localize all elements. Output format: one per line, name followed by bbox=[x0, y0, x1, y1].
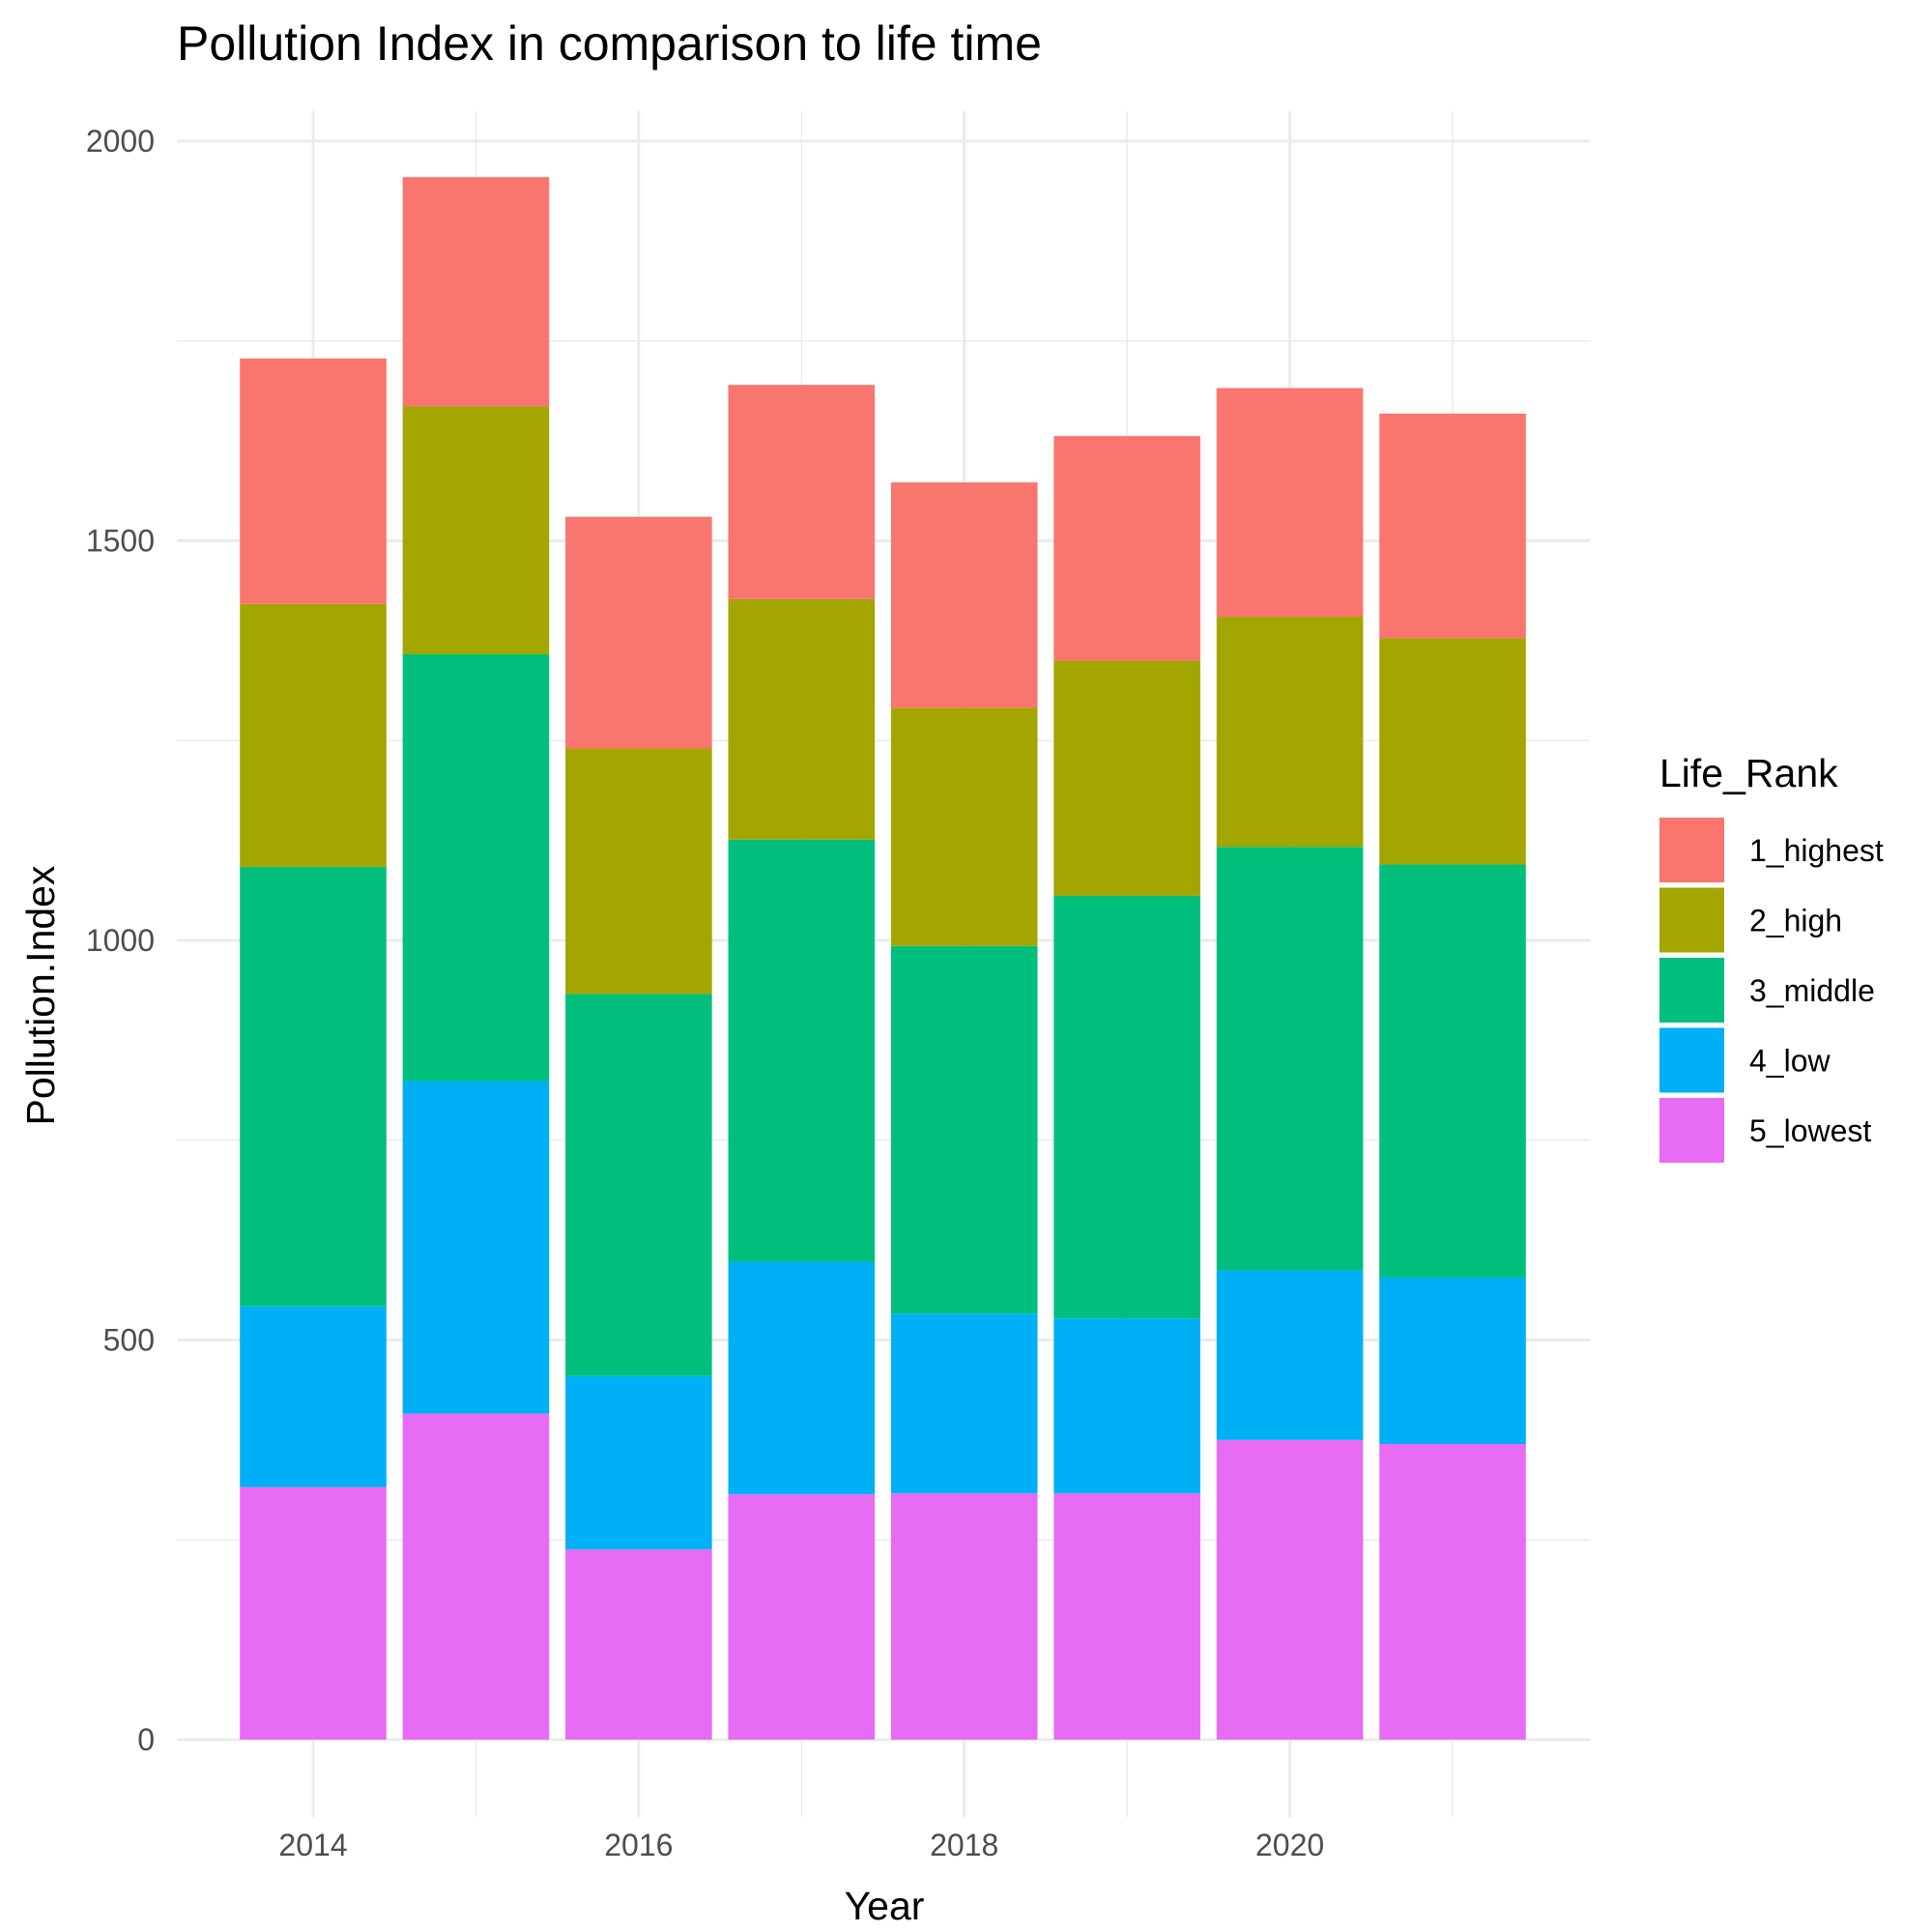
legend-key-2_high bbox=[1659, 887, 1724, 953]
bar-segment-1_highest-2014 bbox=[240, 358, 387, 604]
y-axis-title: Pollution.Index bbox=[18, 865, 63, 1125]
legend-label: 1_highest bbox=[1749, 833, 1884, 868]
bar-segment-2_high-2019 bbox=[1053, 660, 1200, 896]
grid bbox=[177, 111, 1590, 1817]
legend: Life_Rank 1_highest 2_high 3_middle 4_low 5_… bbox=[1659, 751, 1884, 1163]
chart-title: Pollution Index in comparison to life ti… bbox=[177, 16, 1042, 71]
bar-segment-5_lowest-2021 bbox=[1379, 1444, 1526, 1740]
legend-key-1_highest bbox=[1659, 818, 1724, 882]
x-axis-ticks: 2014 2016 2018 2020 bbox=[278, 1828, 1324, 1862]
bar-segment-2_high-2020 bbox=[1216, 617, 1364, 848]
bar-segment-5_lowest-2016 bbox=[565, 1549, 712, 1740]
y-tick-label: 0 bbox=[137, 1722, 155, 1757]
bar-segment-3_middle-2021 bbox=[1379, 864, 1526, 1278]
bar-segment-1_highest-2021 bbox=[1379, 414, 1526, 639]
legend-title: Life_Rank bbox=[1659, 751, 1838, 795]
bar-segment-5_lowest-2014 bbox=[240, 1486, 387, 1740]
bar-segment-1_highest-2019 bbox=[1053, 436, 1200, 661]
bar-segment-5_lowest-2015 bbox=[402, 1413, 550, 1740]
bar-segment-3_middle-2017 bbox=[728, 839, 876, 1262]
bar-segment-4_low-2020 bbox=[1216, 1270, 1364, 1440]
bars bbox=[240, 177, 1526, 1740]
bar-segment-3_middle-2014 bbox=[240, 866, 387, 1307]
bar-segment-3_middle-2016 bbox=[565, 994, 712, 1376]
bar-segment-2_high-2016 bbox=[565, 748, 712, 995]
bar-segment-1_highest-2018 bbox=[890, 482, 1038, 708]
bar-segment-1_highest-2015 bbox=[402, 177, 550, 407]
legend-label: 2_high bbox=[1749, 904, 1842, 938]
bar-segment-4_low-2021 bbox=[1379, 1277, 1526, 1445]
x-tick-label: 2016 bbox=[604, 1828, 673, 1862]
bar-segment-4_low-2015 bbox=[402, 1081, 550, 1414]
legend-key-4_low bbox=[1659, 1027, 1724, 1093]
bar-segment-3_middle-2020 bbox=[1216, 847, 1364, 1271]
legend-label: 5_lowest bbox=[1749, 1113, 1871, 1148]
x-tick-label: 2018 bbox=[930, 1828, 998, 1862]
bar-segment-5_lowest-2018 bbox=[890, 1493, 1038, 1740]
bar-segment-4_low-2018 bbox=[890, 1313, 1038, 1494]
bar-segment-4_low-2014 bbox=[240, 1306, 387, 1487]
y-axis-ticks: 0 500 1000 1500 2000 bbox=[86, 124, 155, 1757]
y-tick-label: 500 bbox=[103, 1323, 155, 1358]
bar-segment-3_middle-2015 bbox=[402, 653, 550, 1081]
bar-segment-4_low-2016 bbox=[565, 1375, 712, 1550]
bar-segment-2_high-2017 bbox=[728, 598, 876, 840]
bar-segment-1_highest-2016 bbox=[565, 516, 712, 749]
legend-key-5_lowest bbox=[1659, 1098, 1724, 1163]
bar-segment-5_lowest-2020 bbox=[1216, 1439, 1364, 1740]
bar-segment-4_low-2017 bbox=[728, 1261, 876, 1495]
bar-segment-5_lowest-2017 bbox=[728, 1494, 876, 1740]
bar-segment-4_low-2019 bbox=[1053, 1318, 1200, 1494]
bar-segment-3_middle-2018 bbox=[890, 945, 1038, 1314]
bar-segment-2_high-2021 bbox=[1379, 638, 1526, 865]
y-tick-label: 2000 bbox=[86, 124, 155, 159]
y-tick-label: 1500 bbox=[86, 524, 155, 559]
bar-segment-1_highest-2020 bbox=[1216, 388, 1364, 618]
legend-key-3_middle bbox=[1659, 958, 1724, 1023]
legend-label: 4_low bbox=[1749, 1044, 1831, 1079]
legend-label: 3_middle bbox=[1749, 973, 1875, 1008]
bar-segment-5_lowest-2019 bbox=[1053, 1493, 1200, 1740]
bar-segment-1_highest-2017 bbox=[728, 385, 876, 599]
bar-segment-2_high-2018 bbox=[890, 707, 1038, 946]
x-tick-label: 2020 bbox=[1255, 1828, 1324, 1862]
bar-segment-2_high-2015 bbox=[402, 406, 550, 654]
y-tick-label: 1000 bbox=[86, 923, 155, 958]
bar-segment-3_middle-2019 bbox=[1053, 895, 1200, 1319]
x-tick-label: 2014 bbox=[278, 1828, 347, 1862]
bar-segment-2_high-2014 bbox=[240, 603, 387, 867]
x-axis-title: Year bbox=[845, 1884, 925, 1928]
